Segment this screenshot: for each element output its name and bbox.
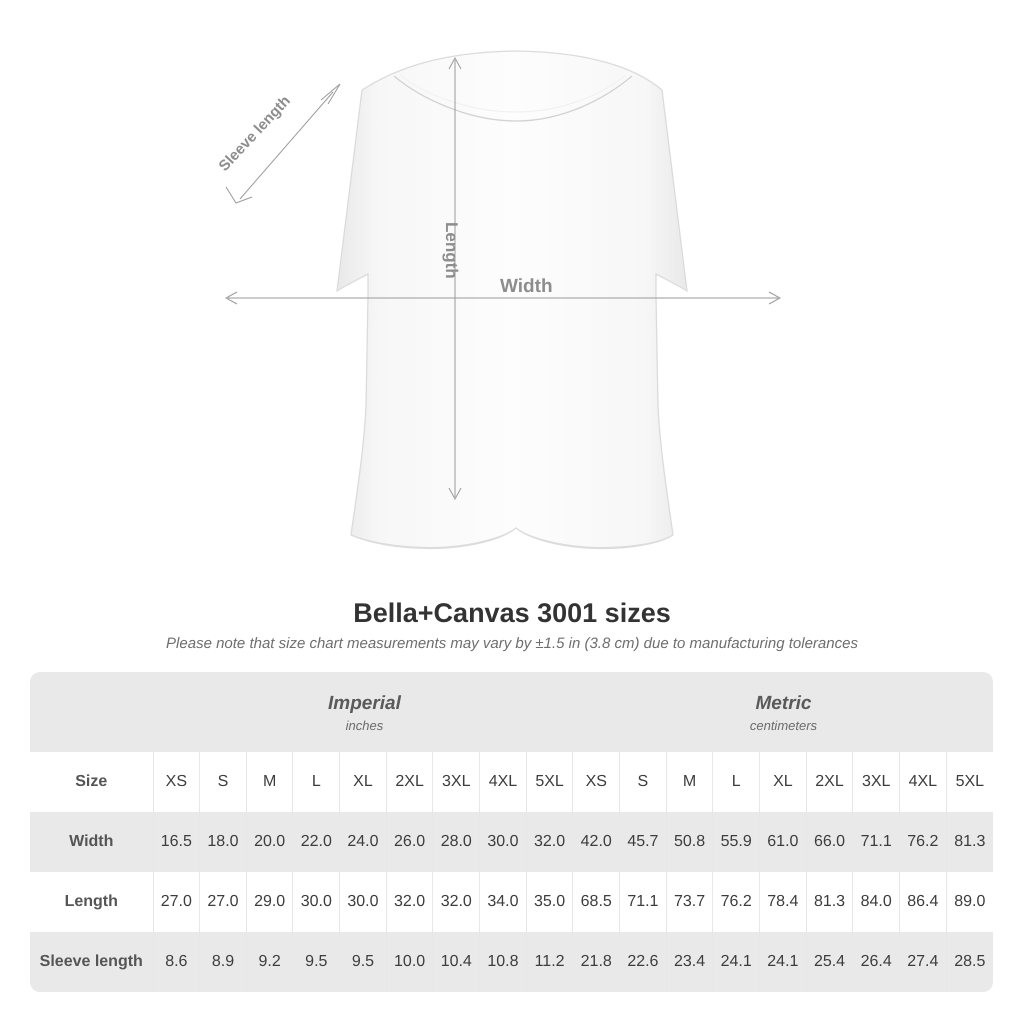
- svg-text:Width: Width: [500, 276, 553, 297]
- svg-text:Length: Length: [442, 222, 461, 279]
- svg-text:Sleeve length: Sleeve length: [215, 92, 293, 174]
